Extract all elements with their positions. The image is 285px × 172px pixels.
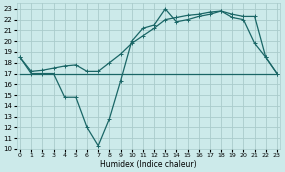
X-axis label: Humidex (Indice chaleur): Humidex (Indice chaleur) <box>100 159 197 169</box>
